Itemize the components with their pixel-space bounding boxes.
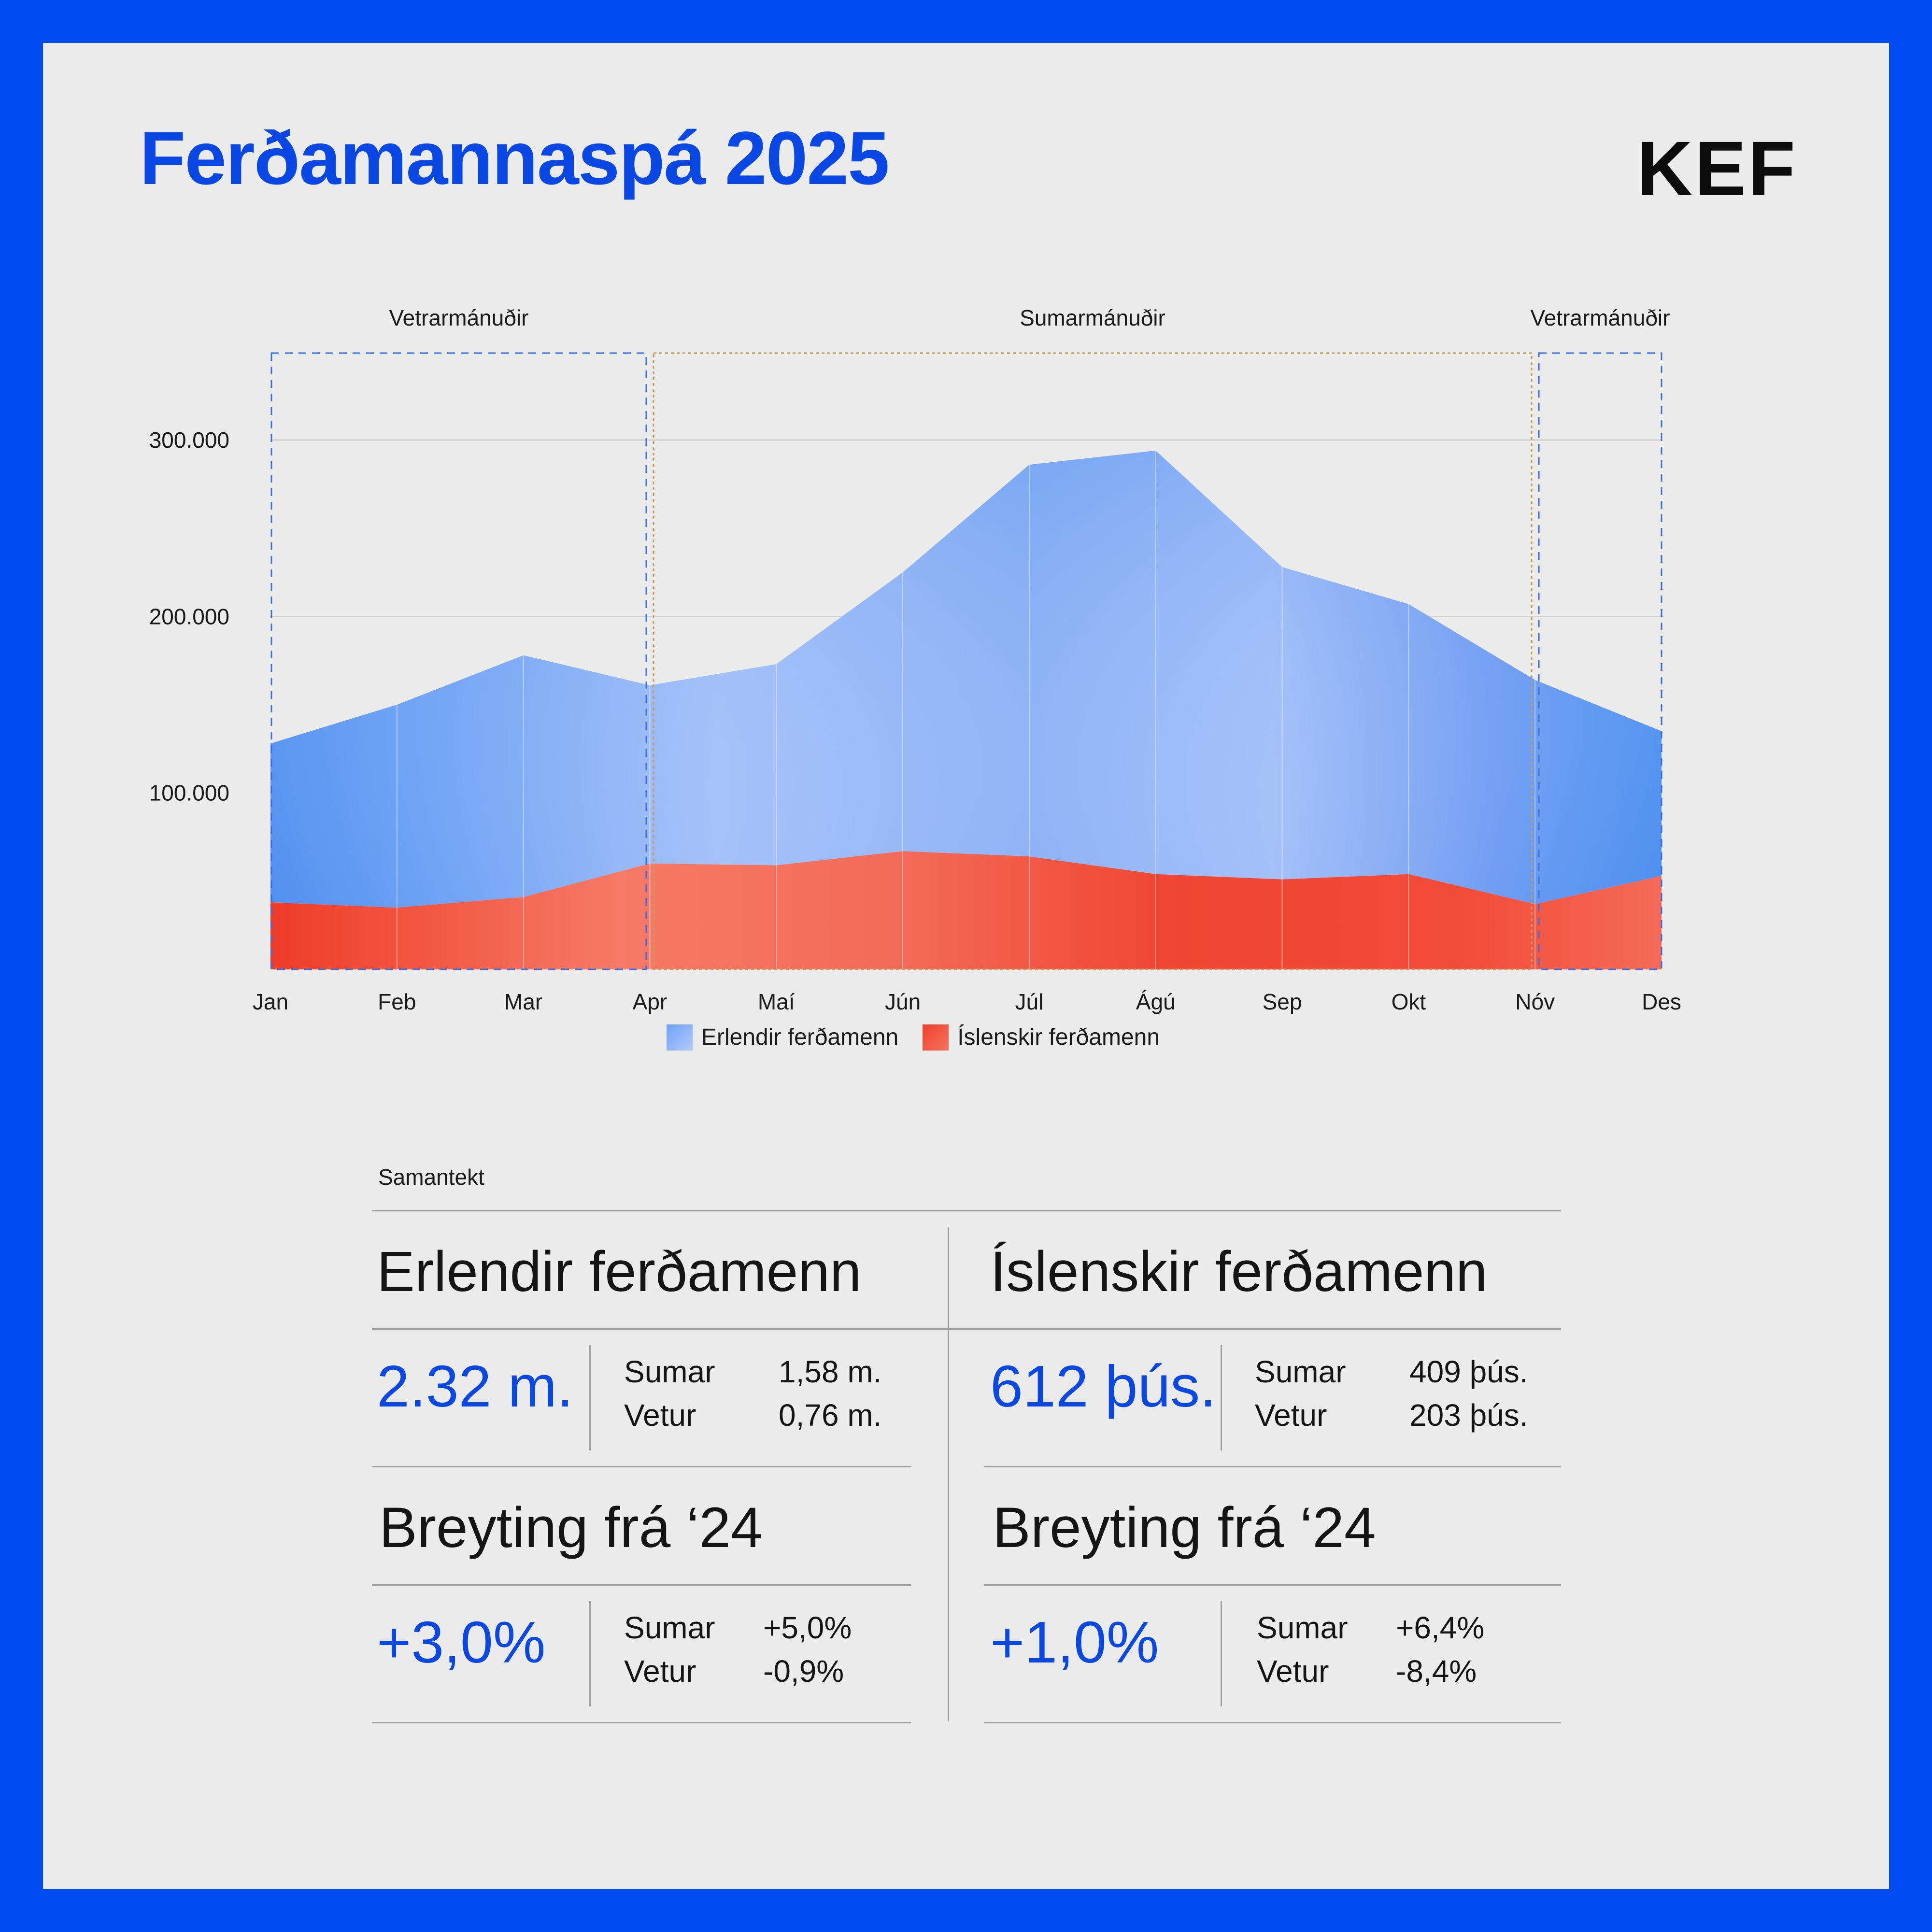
period-label-summer: Sumarmánuðir bbox=[1020, 305, 1165, 330]
domestic-change-winter-value: -8,4% bbox=[1396, 1654, 1477, 1689]
foreign-summer-label: Sumar bbox=[624, 1354, 715, 1389]
foreign-change-summer-label: Sumar bbox=[624, 1610, 715, 1645]
divider bbox=[1221, 1601, 1222, 1706]
divider bbox=[372, 1328, 1561, 1330]
domestic-summer-value: 409 þús. bbox=[1409, 1354, 1528, 1389]
y-tick-label: 200.000 bbox=[149, 604, 229, 629]
domestic-change-summer-label: Sumar bbox=[1257, 1610, 1348, 1645]
divider bbox=[984, 1466, 1561, 1467]
x-tick-label: Apr bbox=[633, 989, 668, 1014]
period-label-winter-1: Vetrarmánuðir bbox=[389, 305, 529, 330]
chart-legend: Erlendir ferðamenn Íslenskir ferðamenn bbox=[667, 1024, 1184, 1051]
domestic-change-heading: Breyting frá ‘24 bbox=[993, 1496, 1376, 1560]
domestic-summer-label: Sumar bbox=[1255, 1354, 1346, 1389]
area-foreign-shading bbox=[270, 450, 1662, 908]
summary-label: Samantekt bbox=[378, 1165, 484, 1190]
summary-section: Samantekt Erlendir ferðamenn Íslenskir f… bbox=[328, 1111, 1561, 1739]
page-title: Ferðamannaspá 2025 bbox=[140, 116, 890, 200]
divider bbox=[589, 1345, 591, 1450]
x-tick-label: Feb bbox=[378, 989, 416, 1014]
x-tick-label: Jan bbox=[253, 989, 288, 1014]
x-tick-label: Ágú bbox=[1136, 989, 1176, 1014]
divider bbox=[372, 1722, 911, 1723]
column-divider bbox=[948, 1227, 949, 1721]
foreign-change-winter-label: Vetur bbox=[624, 1654, 696, 1689]
legend-label-foreign: Erlendir ferðamenn bbox=[701, 1024, 899, 1050]
domestic-change-winter-label: Vetur bbox=[1257, 1654, 1329, 1689]
divider bbox=[372, 1584, 911, 1586]
foreign-summer-value: 1,58 m. bbox=[779, 1354, 882, 1389]
foreign-change-winter-value: -0,9% bbox=[763, 1654, 844, 1689]
domestic-winter-label: Vetur bbox=[1255, 1398, 1327, 1433]
foreign-winter-label: Vetur bbox=[624, 1398, 696, 1433]
foreign-change-total: +3,0% bbox=[377, 1609, 546, 1675]
summer-bracket bbox=[653, 352, 1533, 970]
domestic-heading: Íslenskir ferðamenn bbox=[990, 1240, 1488, 1304]
period-label-winter-2: Vetrarmánuðir bbox=[1531, 305, 1670, 330]
x-tick-label: Okt bbox=[1392, 989, 1426, 1014]
kef-logo: KEF bbox=[1637, 125, 1797, 212]
domestic-total: 612 þús. bbox=[990, 1353, 1217, 1419]
foreign-change-heading: Breyting frá ‘24 bbox=[379, 1496, 763, 1560]
divider bbox=[1221, 1345, 1222, 1450]
divider bbox=[372, 1210, 1561, 1211]
foreign-winter-value: 0,76 m. bbox=[779, 1398, 882, 1433]
legend-swatch-foreign bbox=[667, 1024, 693, 1051]
x-tick-label: Des bbox=[1642, 989, 1681, 1014]
y-tick-label: 300.000 bbox=[149, 427, 229, 453]
foreign-total: 2.32 m. bbox=[377, 1353, 573, 1419]
divider bbox=[984, 1722, 1561, 1723]
divider bbox=[589, 1601, 591, 1706]
divider bbox=[372, 1466, 911, 1467]
foreign-change-summer-value: +5,0% bbox=[763, 1610, 852, 1645]
x-tick-label: Sep bbox=[1263, 989, 1302, 1014]
legend-item-domestic: Íslenskir ferðamenn bbox=[923, 1024, 1160, 1051]
domestic-winter-value: 203 þús. bbox=[1409, 1398, 1528, 1433]
foreign-heading: Erlendir ferðamenn bbox=[377, 1240, 862, 1304]
legend-item-foreign: Erlendir ferðamenn bbox=[667, 1024, 898, 1051]
legend-label-domestic: Íslenskir ferðamenn bbox=[957, 1024, 1160, 1050]
winter-bracket-2 bbox=[1538, 352, 1662, 970]
legend-swatch-domestic bbox=[923, 1024, 949, 1051]
x-tick-label: Jún bbox=[885, 989, 921, 1014]
area-icelandic-tourists bbox=[270, 851, 1662, 969]
domestic-change-total: +1,0% bbox=[990, 1609, 1159, 1675]
domestic-change-summer-value: +6,4% bbox=[1396, 1610, 1485, 1645]
winter-bracket-1 bbox=[270, 352, 647, 970]
divider bbox=[984, 1584, 1561, 1586]
x-tick-label: Maí bbox=[758, 989, 795, 1014]
x-tick-label: Júl bbox=[1015, 989, 1044, 1014]
y-tick-label: 100.000 bbox=[149, 781, 229, 806]
x-tick-label: Mar bbox=[504, 989, 542, 1014]
x-tick-label: Nóv bbox=[1515, 989, 1555, 1014]
